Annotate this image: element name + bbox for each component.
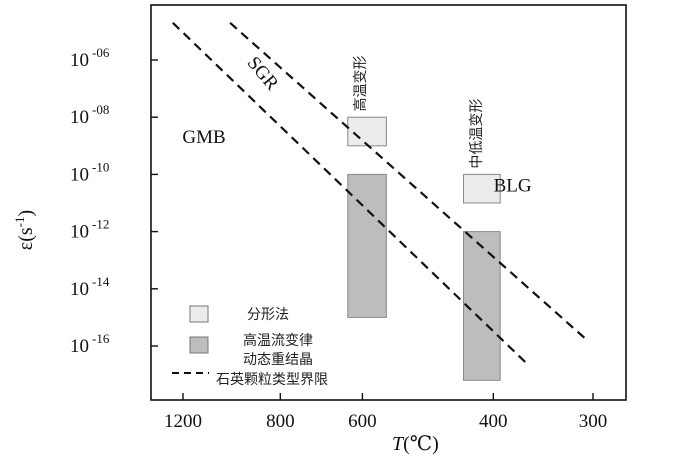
legend-label-flow-2: 动态重结晶 xyxy=(243,352,313,368)
bar-fractal-2 xyxy=(463,173,501,204)
y-tick-label-1: 10 -08 xyxy=(70,102,109,128)
legend-label-fractal: 分形法 xyxy=(247,307,289,323)
legend: 分形法 高温流变律 动态重结晶 石英颗粒类型界限 xyxy=(172,305,328,388)
legend-label-flow-1: 高温流变律 xyxy=(243,332,313,349)
x-axis-title: T(℃) xyxy=(392,433,439,455)
boundary-lines xyxy=(172,21,588,367)
y-axis-symbol: ε xyxy=(15,242,37,250)
x-axis-ticks: 1200 800 600 400 300 xyxy=(164,393,607,432)
y-tick-label-3: 10 -12 xyxy=(70,217,109,243)
region-label-sgr: SGR xyxy=(243,53,283,95)
y-axis-ticks: 10-06 10-08 10-10 10-12 10-14 10-16 xyxy=(70,45,158,357)
bar-flow-3 xyxy=(463,231,501,381)
y-axis-unit-close: ) xyxy=(15,210,37,217)
category-label-0: 高温变形 xyxy=(352,55,369,111)
y-tick-label-2: 10 -10 xyxy=(70,159,109,185)
y-tick-label-4: 10 -14 xyxy=(70,274,110,300)
region-label-gmb: GMB xyxy=(182,127,225,148)
x-tick-label-0: 1200 xyxy=(164,411,202,432)
x-tick-label-2: 600 xyxy=(348,411,377,432)
y-axis-title: ε(s-1) xyxy=(12,210,37,250)
y-axis-unit-exp: -1 xyxy=(12,216,27,227)
x-axis-unit: (℃) xyxy=(403,433,439,455)
bar-group xyxy=(347,116,501,381)
y-tick-label-5: 10 -16 xyxy=(70,331,110,357)
x-tick-label-3: 400 xyxy=(479,411,508,432)
legend-label-boundary: 石英颗粒类型界限 xyxy=(216,371,328,388)
x-axis-var: T xyxy=(392,433,405,455)
category-label-1: 中低温变形 xyxy=(469,99,485,169)
y-tick-label-0: 10 -06 xyxy=(70,45,110,71)
x-tick-label-1: 800 xyxy=(266,411,295,432)
y-axis-unit: (s xyxy=(15,227,37,242)
boundary-line-0 xyxy=(172,22,531,367)
plot-frame xyxy=(150,4,627,401)
bar-flow-1 xyxy=(347,173,387,318)
boundary-line-1 xyxy=(229,21,588,342)
bar-fractal-0 xyxy=(347,116,387,147)
region-label-blg: BLG xyxy=(494,176,532,197)
legend-swatch-fractal xyxy=(189,305,209,323)
x-tick-label-4: 300 xyxy=(579,411,608,432)
legend-swatch-flow xyxy=(189,336,209,354)
